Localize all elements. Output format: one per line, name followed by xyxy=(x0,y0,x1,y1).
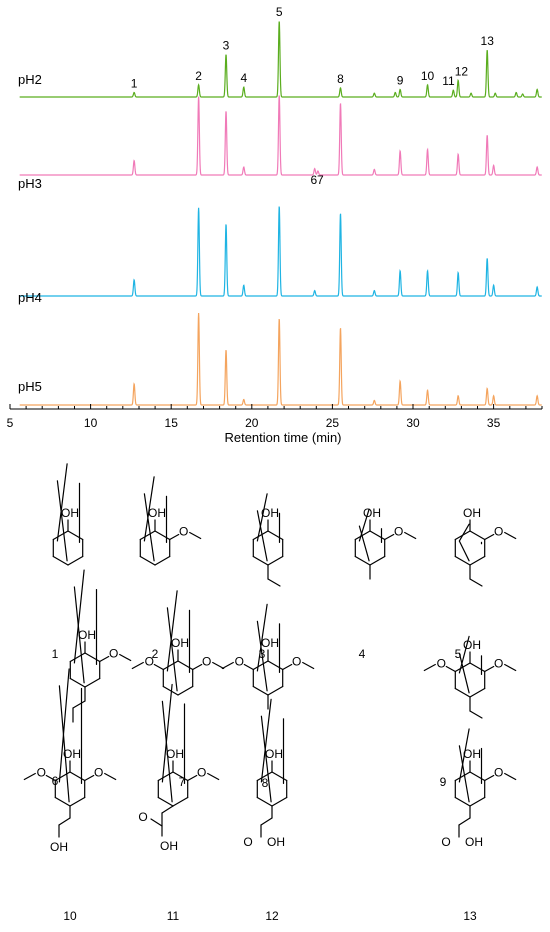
peak-label-3: 3 xyxy=(223,38,230,52)
compound-2: OH O 2 xyxy=(139,476,202,661)
methoxy-label: O xyxy=(179,525,188,539)
peak-label-5: 5 xyxy=(276,5,283,19)
compound-1: OH 1 xyxy=(52,463,84,661)
hydroxyl-label: OH xyxy=(465,835,483,849)
methoxy-label: O xyxy=(494,766,503,780)
compound-5: OH O 5 xyxy=(455,506,517,661)
methoxy-label: O xyxy=(197,766,206,780)
x-axis-title: Retention time (min) xyxy=(224,430,341,445)
peak-label-7: 7 xyxy=(317,173,324,187)
trace-ph2 xyxy=(19,21,542,98)
hydroxyl-label: OH xyxy=(160,839,178,853)
trace-label-ph5: pH5 xyxy=(18,379,42,394)
compound-number: 9 xyxy=(440,775,447,789)
x-tick-label: 25 xyxy=(326,416,340,430)
trace-labels-group: pH2 pH3 pH4 pH5 xyxy=(18,72,42,394)
compound-4: OH O 4 xyxy=(354,506,417,661)
peak-label-13: 13 xyxy=(481,34,495,48)
peak-label-2: 2 xyxy=(195,69,202,83)
methoxy-label: O xyxy=(394,525,403,539)
peak-label-9: 9 xyxy=(397,73,404,87)
x-tick-label: 35 xyxy=(487,416,501,430)
methoxy-label: O xyxy=(94,766,103,780)
compound-number: 4 xyxy=(359,647,366,661)
peak-label-11: 11 xyxy=(442,74,455,88)
methoxy-label: O xyxy=(292,655,301,669)
trace-label-ph2: pH2 xyxy=(18,72,42,87)
trace-ph4 xyxy=(19,206,542,297)
x-tick-label: 30 xyxy=(406,416,420,430)
peak-label-6: 6 xyxy=(311,173,318,187)
x-tick-label: 5 xyxy=(7,416,14,430)
hydroxyl-label: OH xyxy=(61,506,79,520)
molecules-group: OH1OHO2OH3OHO4OHO5OHO6OHOO7OHOO8OHOO9OHO… xyxy=(23,463,517,923)
peak-label-4: 4 xyxy=(240,71,247,85)
hydroxyl-label: OH xyxy=(50,840,68,854)
methoxy-label: O xyxy=(109,647,118,661)
peak-label-8: 8 xyxy=(337,72,344,86)
x-axis: 5 10 15 20 25 30 35 xyxy=(7,404,543,430)
methoxy-label: O xyxy=(235,655,244,669)
hydroxyl-label: OH xyxy=(463,638,481,652)
traces-group xyxy=(19,21,542,406)
trace-label-ph3: pH3 xyxy=(18,176,42,191)
trace-ph5 xyxy=(19,312,542,406)
peak-label-12: 12 xyxy=(455,64,469,78)
compound-number: 7 xyxy=(179,775,186,789)
methoxy-label: O xyxy=(437,657,446,671)
carbonyl-label: O xyxy=(243,835,252,849)
hydroxyl-label: OH xyxy=(463,747,481,761)
hydroxyl-label: OH xyxy=(171,636,189,650)
hydroxyl-label: OH xyxy=(63,747,81,761)
methoxy-label: O xyxy=(494,657,503,671)
methoxy-label: O xyxy=(145,655,154,669)
hydroxyl-label: OH xyxy=(261,636,279,650)
compound-number: 13 xyxy=(463,909,477,923)
compound-number: 8 xyxy=(262,776,269,790)
hydroxyl-label: OH xyxy=(166,747,184,761)
hydroxyl-label: OH xyxy=(463,506,481,520)
compound-10: OH O O OH 10 xyxy=(23,668,117,923)
hydroxyl-label: OH xyxy=(148,506,166,520)
compound-11: OH O O OH 11 xyxy=(138,683,220,923)
compound-number: 12 xyxy=(265,909,279,923)
hydroxyl-label: OH xyxy=(261,506,279,520)
x-tick-label: 20 xyxy=(245,416,259,430)
peak-label-1: 1 xyxy=(131,76,138,90)
compound-number: 1 xyxy=(52,647,59,661)
methoxy-label: O xyxy=(494,525,503,539)
hydroxyl-label: OH xyxy=(267,835,285,849)
trace-ph3 xyxy=(19,95,542,176)
peak-label-10: 10 xyxy=(421,69,435,83)
carbonyl-label: O xyxy=(441,835,450,849)
x-tick-label: 15 xyxy=(165,416,179,430)
methoxy-label: O xyxy=(37,766,46,780)
hydroxyl-label: OH xyxy=(78,628,96,642)
methoxy-label: O xyxy=(202,655,211,669)
trace-label-ph4: pH4 xyxy=(18,290,42,305)
x-tick-label: 10 xyxy=(84,416,98,430)
compound-number: 11 xyxy=(167,909,180,923)
compound-13: OH O O OH 13 xyxy=(441,728,517,923)
compound-12: OH O OH 12 xyxy=(243,698,288,923)
compound-8: OH O O 8 xyxy=(221,603,315,790)
compound-number: 5 xyxy=(455,647,462,661)
compound-number: 2 xyxy=(152,647,159,661)
carbonyl-label: O xyxy=(138,810,147,824)
hydroxyl-label: OH xyxy=(265,747,283,761)
compound-number: 10 xyxy=(63,909,77,923)
hydroxyl-label: OH xyxy=(363,506,381,520)
compound-9: OH O O 9 xyxy=(423,635,517,789)
